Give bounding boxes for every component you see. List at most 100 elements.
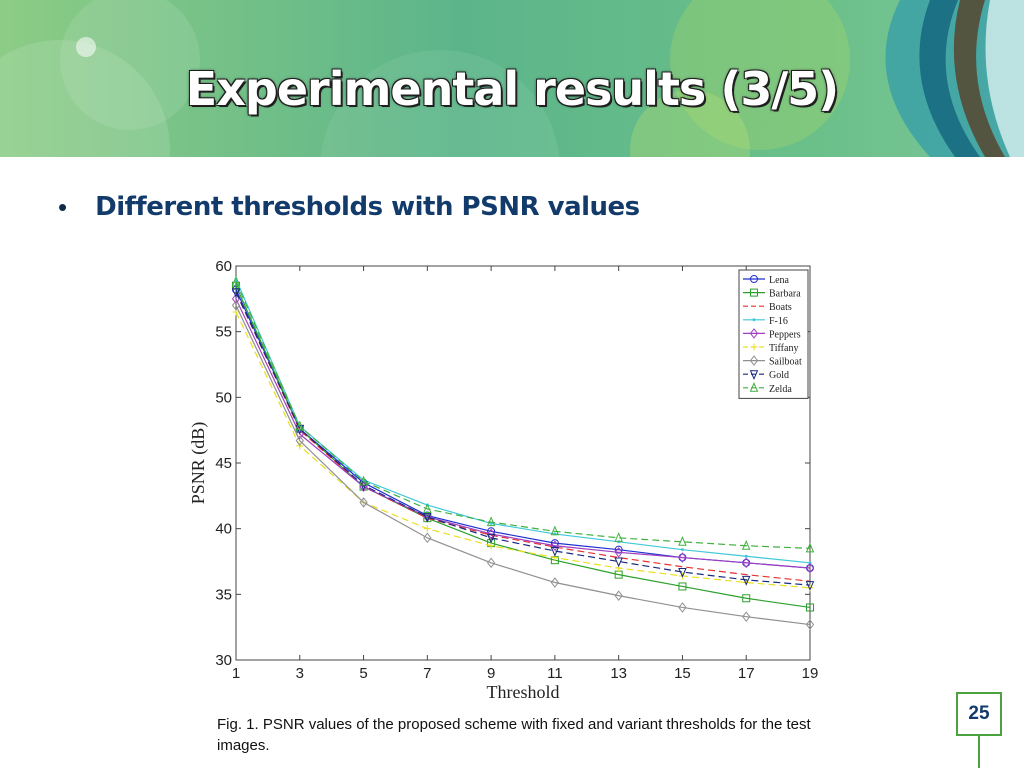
series-line-sailboat (235, 305, 811, 626)
y-tick-label: 45 (215, 455, 232, 472)
data-point-f-16 (744, 554, 748, 558)
series-line-zelda (235, 281, 811, 549)
data-point-zelda (678, 536, 687, 546)
data-point-sailboat (678, 602, 687, 613)
x-tick-label: 13 (610, 665, 627, 682)
page-number: 25 (968, 703, 990, 724)
legend-label-f-16: F-16 (769, 316, 788, 327)
series-line-gold (235, 292, 811, 586)
y-axis-label: PSNR (dB) (188, 422, 209, 505)
data-point-zelda (423, 503, 432, 513)
data-point-sailboat (742, 611, 751, 622)
legend-label-zelda: Zelda (769, 384, 792, 395)
data-point-sailboat (486, 557, 496, 569)
data-point-sailboat (805, 619, 815, 630)
data-point-sailboat (295, 435, 304, 446)
data-point-sailboat (231, 300, 241, 311)
y-tick-label: 60 (215, 258, 232, 275)
y-tick-label: 35 (215, 586, 232, 603)
data-point-zelda (550, 525, 560, 536)
bullet-text: Different thresholds with PSNR values (95, 192, 640, 222)
data-point-gold (741, 575, 751, 586)
x-tick-label: 19 (802, 665, 819, 682)
legend-marker-zelda (749, 382, 759, 392)
series-boats (235, 292, 811, 582)
data-point-gold (486, 533, 496, 544)
figure-caption: Fig. 1. PSNR values of the proposed sche… (217, 716, 811, 754)
data-point-lena (614, 545, 623, 554)
bullet-point: • Different thresholds with PSNR values (58, 192, 640, 222)
slide-title: Experimental results (3/5) (185, 62, 839, 116)
data-point-peppers (550, 540, 560, 552)
x-axis-label: Threshold (487, 682, 560, 702)
legend-marker-barbara (750, 288, 758, 297)
data-point-peppers (805, 562, 815, 574)
data-point-gold (423, 512, 432, 523)
legend-label-gold: Gold (769, 370, 789, 381)
header-banner: Experimental results (3/5) (0, 0, 1024, 157)
data-point-gold (678, 568, 687, 578)
data-point-sailboat (550, 577, 560, 588)
legend-label-lena: Lena (769, 275, 790, 286)
data-point-barbara (678, 582, 687, 591)
x-tick-label: 1 (232, 665, 240, 682)
data-point-peppers (678, 552, 687, 563)
series-zelda (231, 276, 815, 553)
series-line-peppers (235, 298, 811, 569)
data-point-gold (550, 546, 560, 557)
legend-label-sailboat: Sailboat (769, 357, 802, 368)
chart-legend: Lena Barbara Boats F-16 Peppers Tiffany Sailbo… (738, 269, 809, 399)
data-point-gold (805, 581, 815, 591)
data-point-sailboat (423, 532, 432, 544)
page-number-box: 25 (956, 692, 1002, 736)
y-tick-label: 40 (215, 521, 232, 538)
plot-frame (235, 265, 811, 661)
data-point-tiffany (423, 525, 431, 533)
data-point-barbara (742, 594, 751, 603)
series-sailboat (231, 300, 815, 630)
legend-marker-peppers (749, 328, 759, 339)
data-point-peppers (742, 557, 751, 569)
legend-marker-tiffany (750, 343, 758, 351)
series-peppers (231, 293, 815, 574)
data-point-zelda (486, 516, 496, 527)
data-point-lena (550, 539, 559, 548)
data-point-gold (614, 557, 623, 568)
legend-label-barbara: Barbara (769, 289, 801, 300)
legend-marker-lena (750, 275, 758, 283)
page-number-connector (978, 736, 980, 768)
plot-area (235, 265, 811, 661)
series-line-tiffany (235, 311, 811, 589)
legend-label-peppers: Peppers (769, 329, 801, 340)
series-line-boats (235, 292, 811, 582)
data-point-peppers (295, 428, 304, 440)
data-point-zelda (231, 276, 241, 286)
x-tick-label: 9 (487, 665, 495, 682)
legend-marker-gold (749, 370, 759, 380)
x-tick-label: 11 (547, 665, 563, 682)
legend-marker-f-16 (752, 318, 756, 322)
legend-marker-sailboat (749, 355, 759, 366)
x-tick-label: 7 (423, 665, 431, 682)
series-layer (231, 276, 815, 630)
data-point-barbara (806, 603, 814, 612)
data-point-gold (231, 288, 241, 299)
data-point-zelda (359, 475, 368, 486)
y-tick-label: 55 (215, 324, 232, 341)
x-tick-label: 5 (359, 665, 367, 682)
x-tick-label: 3 (296, 665, 304, 682)
banner-background (0, 0, 1024, 157)
data-point-sailboat (614, 590, 623, 601)
bullet-dot-icon: • (58, 192, 68, 222)
data-point-sailboat (359, 497, 368, 508)
data-point-zelda (614, 532, 623, 542)
x-tick-label: 17 (738, 665, 755, 682)
y-tick-label: 50 (215, 389, 232, 406)
data-point-peppers (614, 546, 623, 558)
data-point-zelda (295, 420, 305, 431)
data-point-zelda (805, 542, 815, 553)
y-tick-label: 30 (215, 652, 232, 669)
data-point-f-16 (680, 548, 684, 552)
